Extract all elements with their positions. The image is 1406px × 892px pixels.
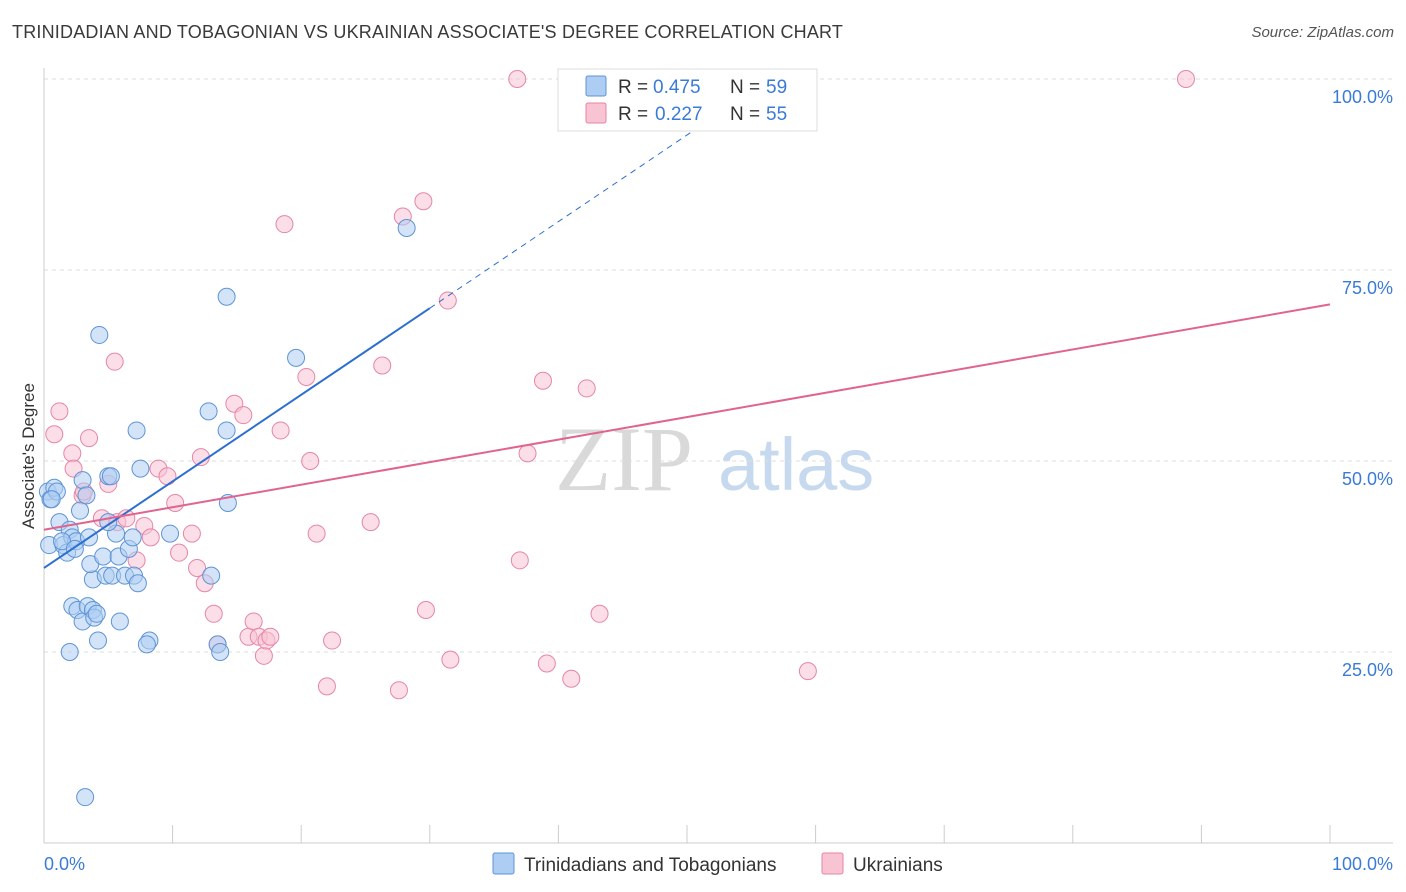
ukrainian-points bbox=[45, 70, 1195, 700]
ukrainian-point bbox=[533, 371, 552, 390]
ukrainian-point bbox=[166, 494, 185, 513]
ukrainian-point bbox=[441, 650, 460, 669]
stats-swatch-pink bbox=[585, 102, 607, 124]
trinidadian-point bbox=[42, 490, 61, 509]
ukrainian-point bbox=[261, 627, 280, 646]
stats-box: R = 0.475 N = 59 R = 0.227 N = 55 bbox=[557, 68, 818, 132]
trinidadian-point bbox=[71, 501, 90, 520]
stats-blue-n-value: 59 bbox=[766, 77, 787, 98]
ukrainian-point bbox=[414, 192, 433, 211]
legend-swatch-pink bbox=[821, 852, 844, 875]
trinidadian-point bbox=[131, 459, 150, 478]
trinidadian-point bbox=[199, 402, 218, 421]
stats-pink-n-value: 55 bbox=[766, 104, 787, 125]
ukrainian-point bbox=[105, 352, 124, 371]
stats-blue-r-label: R = bbox=[618, 77, 648, 98]
trinidadian-point bbox=[76, 788, 95, 807]
trinidadian-point bbox=[94, 547, 113, 566]
trinidadian-point bbox=[161, 524, 180, 543]
trinidadian-point bbox=[87, 604, 106, 623]
ukrainian-point bbox=[1176, 70, 1195, 88]
trinidadian-point bbox=[397, 218, 416, 237]
ukrainian-point bbox=[301, 452, 320, 470]
y-tick-label: 100.0% bbox=[1332, 87, 1393, 107]
ukrainian-point bbox=[204, 604, 223, 623]
ukrainian-point bbox=[373, 356, 392, 375]
trinidadian-point bbox=[101, 467, 120, 486]
ukrainian-point bbox=[537, 654, 556, 673]
trinidadian-point bbox=[217, 421, 236, 440]
ukrainian-point bbox=[170, 543, 189, 562]
axes bbox=[43, 68, 1393, 844]
ukrainian-point bbox=[244, 612, 263, 631]
ukrainian-point bbox=[510, 551, 529, 570]
trinidadian-point bbox=[73, 471, 92, 490]
chart-title: TRINIDADIAN AND TOBAGONIAN VS UKRAINIAN … bbox=[12, 22, 844, 42]
ukrainian-point bbox=[798, 662, 817, 681]
trinidadian-points bbox=[38, 218, 416, 807]
ukrainian-point bbox=[438, 291, 457, 310]
ukrainian-point bbox=[562, 669, 581, 688]
ukrainian-point bbox=[158, 467, 177, 486]
ukrainian-point bbox=[307, 524, 326, 543]
stats-pink-r-label: R = bbox=[618, 104, 648, 125]
stats-blue-n-label: N = bbox=[730, 77, 760, 98]
ukrainian-point bbox=[317, 677, 336, 696]
ukrainian-point bbox=[63, 444, 82, 463]
ukrainian-point bbox=[45, 425, 64, 444]
trinidadian-point bbox=[137, 635, 156, 654]
ukrainian-point bbox=[254, 646, 273, 665]
trinidadian-point bbox=[202, 566, 221, 585]
ukrainian-point bbox=[50, 402, 69, 421]
trinidadian-point bbox=[77, 486, 96, 505]
legend-label-blue: Trinidadians and Tobagonians bbox=[524, 855, 776, 876]
ukrainian-point bbox=[271, 421, 290, 440]
ukrainian-point bbox=[80, 429, 99, 448]
ukrainian-point bbox=[275, 215, 294, 234]
stats-pink-n-label: N = bbox=[730, 104, 760, 125]
source-note: Source: ZipAtlas.com bbox=[1251, 24, 1394, 41]
x-tick-label-max: 100.0% bbox=[1332, 854, 1393, 874]
stats-blue-r-value: 0.475 bbox=[653, 77, 701, 98]
legend-swatch-blue bbox=[492, 852, 515, 875]
ukrainian-point bbox=[297, 367, 316, 386]
trinidadian-point bbox=[123, 528, 142, 547]
ukrainian-trend-line bbox=[43, 303, 1331, 531]
ukrainian-point bbox=[416, 600, 435, 619]
stats-pink-r-value: 0.227 bbox=[655, 104, 703, 125]
trinidadian-trend-line bbox=[43, 307, 431, 569]
ukrainian-point bbox=[389, 681, 408, 700]
trinidadian-point bbox=[110, 612, 129, 631]
y-tick-label: 25.0% bbox=[1342, 660, 1393, 680]
ukrainian-point bbox=[323, 631, 342, 650]
trinidadian-point bbox=[287, 348, 306, 367]
ukrainian-point bbox=[234, 406, 253, 425]
trinidadian-point bbox=[128, 574, 147, 593]
ukrainian-point bbox=[141, 528, 160, 547]
trinidadian-point bbox=[90, 325, 109, 344]
ukrainian-point bbox=[577, 379, 596, 398]
ukrainian-point bbox=[518, 444, 537, 463]
watermark-zip: ZIP bbox=[555, 408, 693, 510]
y-axis-label: Associate's Degree bbox=[19, 383, 38, 529]
ukrainian-point bbox=[590, 604, 609, 623]
trinidadian-point bbox=[217, 287, 236, 306]
legend: Trinidadians and Tobagonians Ukrainians bbox=[492, 852, 943, 876]
stats-swatch-blue bbox=[585, 75, 607, 97]
watermark-atlas: atlas bbox=[718, 423, 874, 506]
ukrainian-point bbox=[188, 558, 207, 577]
legend-label-pink: Ukrainians bbox=[853, 855, 943, 876]
trinidadian-point bbox=[60, 643, 79, 661]
ukrainian-point bbox=[182, 524, 201, 543]
ukrainian-point bbox=[508, 70, 527, 88]
ukrainian-point bbox=[361, 513, 380, 532]
y-tick-label: 50.0% bbox=[1342, 469, 1393, 489]
y-tick-label: 75.0% bbox=[1342, 278, 1393, 298]
trinidadian-point bbox=[89, 631, 108, 650]
trinidadian-point bbox=[127, 421, 146, 440]
gridlines: 25.0% 50.0% 75.0% 100.0% bbox=[44, 78, 1393, 680]
trinidadian-point bbox=[211, 643, 230, 661]
x-tick-label-min: 0.0% bbox=[44, 854, 85, 874]
